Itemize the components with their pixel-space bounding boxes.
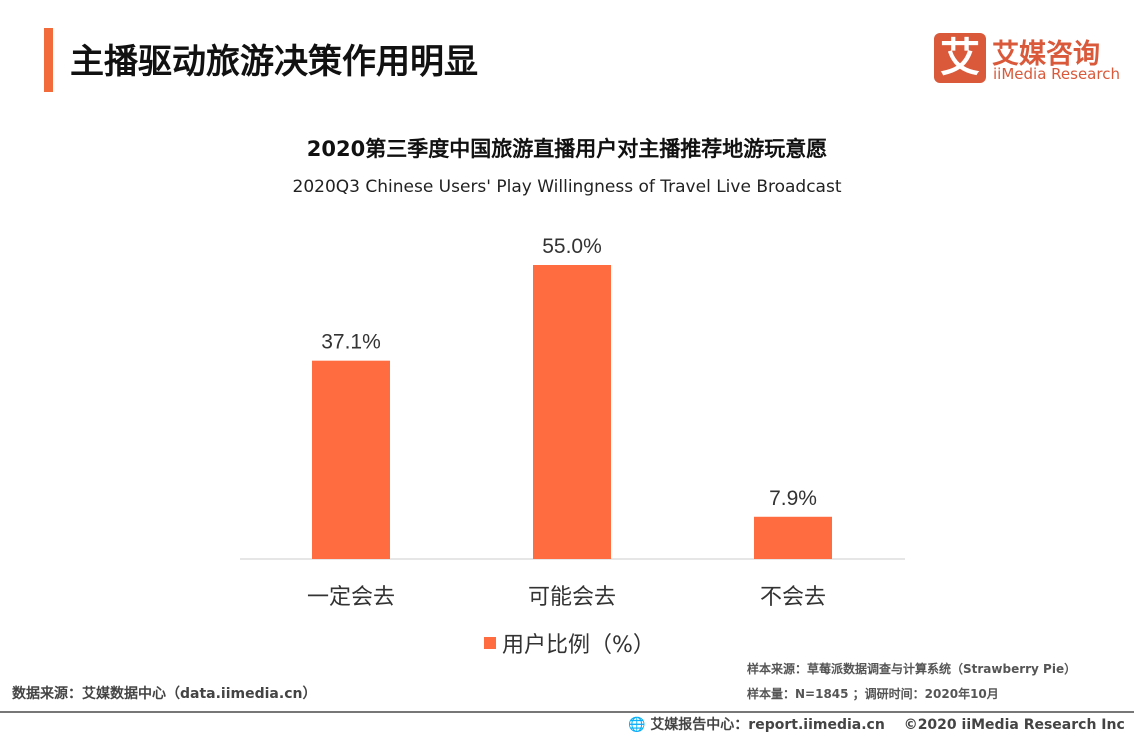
x-tick-label: 不会去 (760, 585, 826, 610)
chart-subtitle: 2020Q3 Chinese Users' Play Willingness o… (292, 177, 842, 197)
sample-size: 样本量：N=1845 ；调研时间：2020年10月 (747, 687, 999, 701)
logo-text-cn: 艾媒咨询 (992, 39, 1100, 70)
x-tick-label: 一定会去 (307, 585, 395, 610)
copyright: ©2020 iiMedia Research Inc (903, 717, 1125, 733)
footer-divider (0, 711, 1134, 713)
data-label: 55.0% (542, 235, 602, 258)
logo-text-en: iiMedia Research (993, 65, 1120, 83)
x-tick-label: 可能会去 (528, 585, 616, 610)
bar (754, 516, 832, 559)
bar (533, 265, 611, 559)
page-title: 主播驱动旅游决策作用明显 (70, 42, 478, 82)
legend: 用户比例（%） (484, 627, 655, 659)
data-source: 数据来源：艾媒数据中心（data.iimedia.cn） (12, 686, 317, 702)
data-label: 7.9% (769, 487, 817, 510)
globe-icon: 🌐 (628, 717, 646, 733)
data-label: 37.1% (321, 331, 381, 354)
legend-label: 用户比例（%） (502, 633, 655, 658)
footer: 🌐 艾媒报告中心：report.iimedia.cn ©2020 iiMedia… (628, 714, 1125, 734)
title-accent-bar (44, 28, 53, 92)
chart-title: 2020第三季度中国旅游直播用户对主播推荐地游玩意愿 (306, 137, 828, 161)
bar (312, 360, 390, 559)
report-link[interactable]: 艾媒报告中心：report.iimedia.cn (650, 717, 885, 733)
sample-source: 样本来源：草莓派数据调查与计算系统（Strawberry Pie） (747, 662, 1077, 676)
logo-mark: 艾 (934, 33, 986, 83)
legend-swatch (484, 637, 496, 649)
